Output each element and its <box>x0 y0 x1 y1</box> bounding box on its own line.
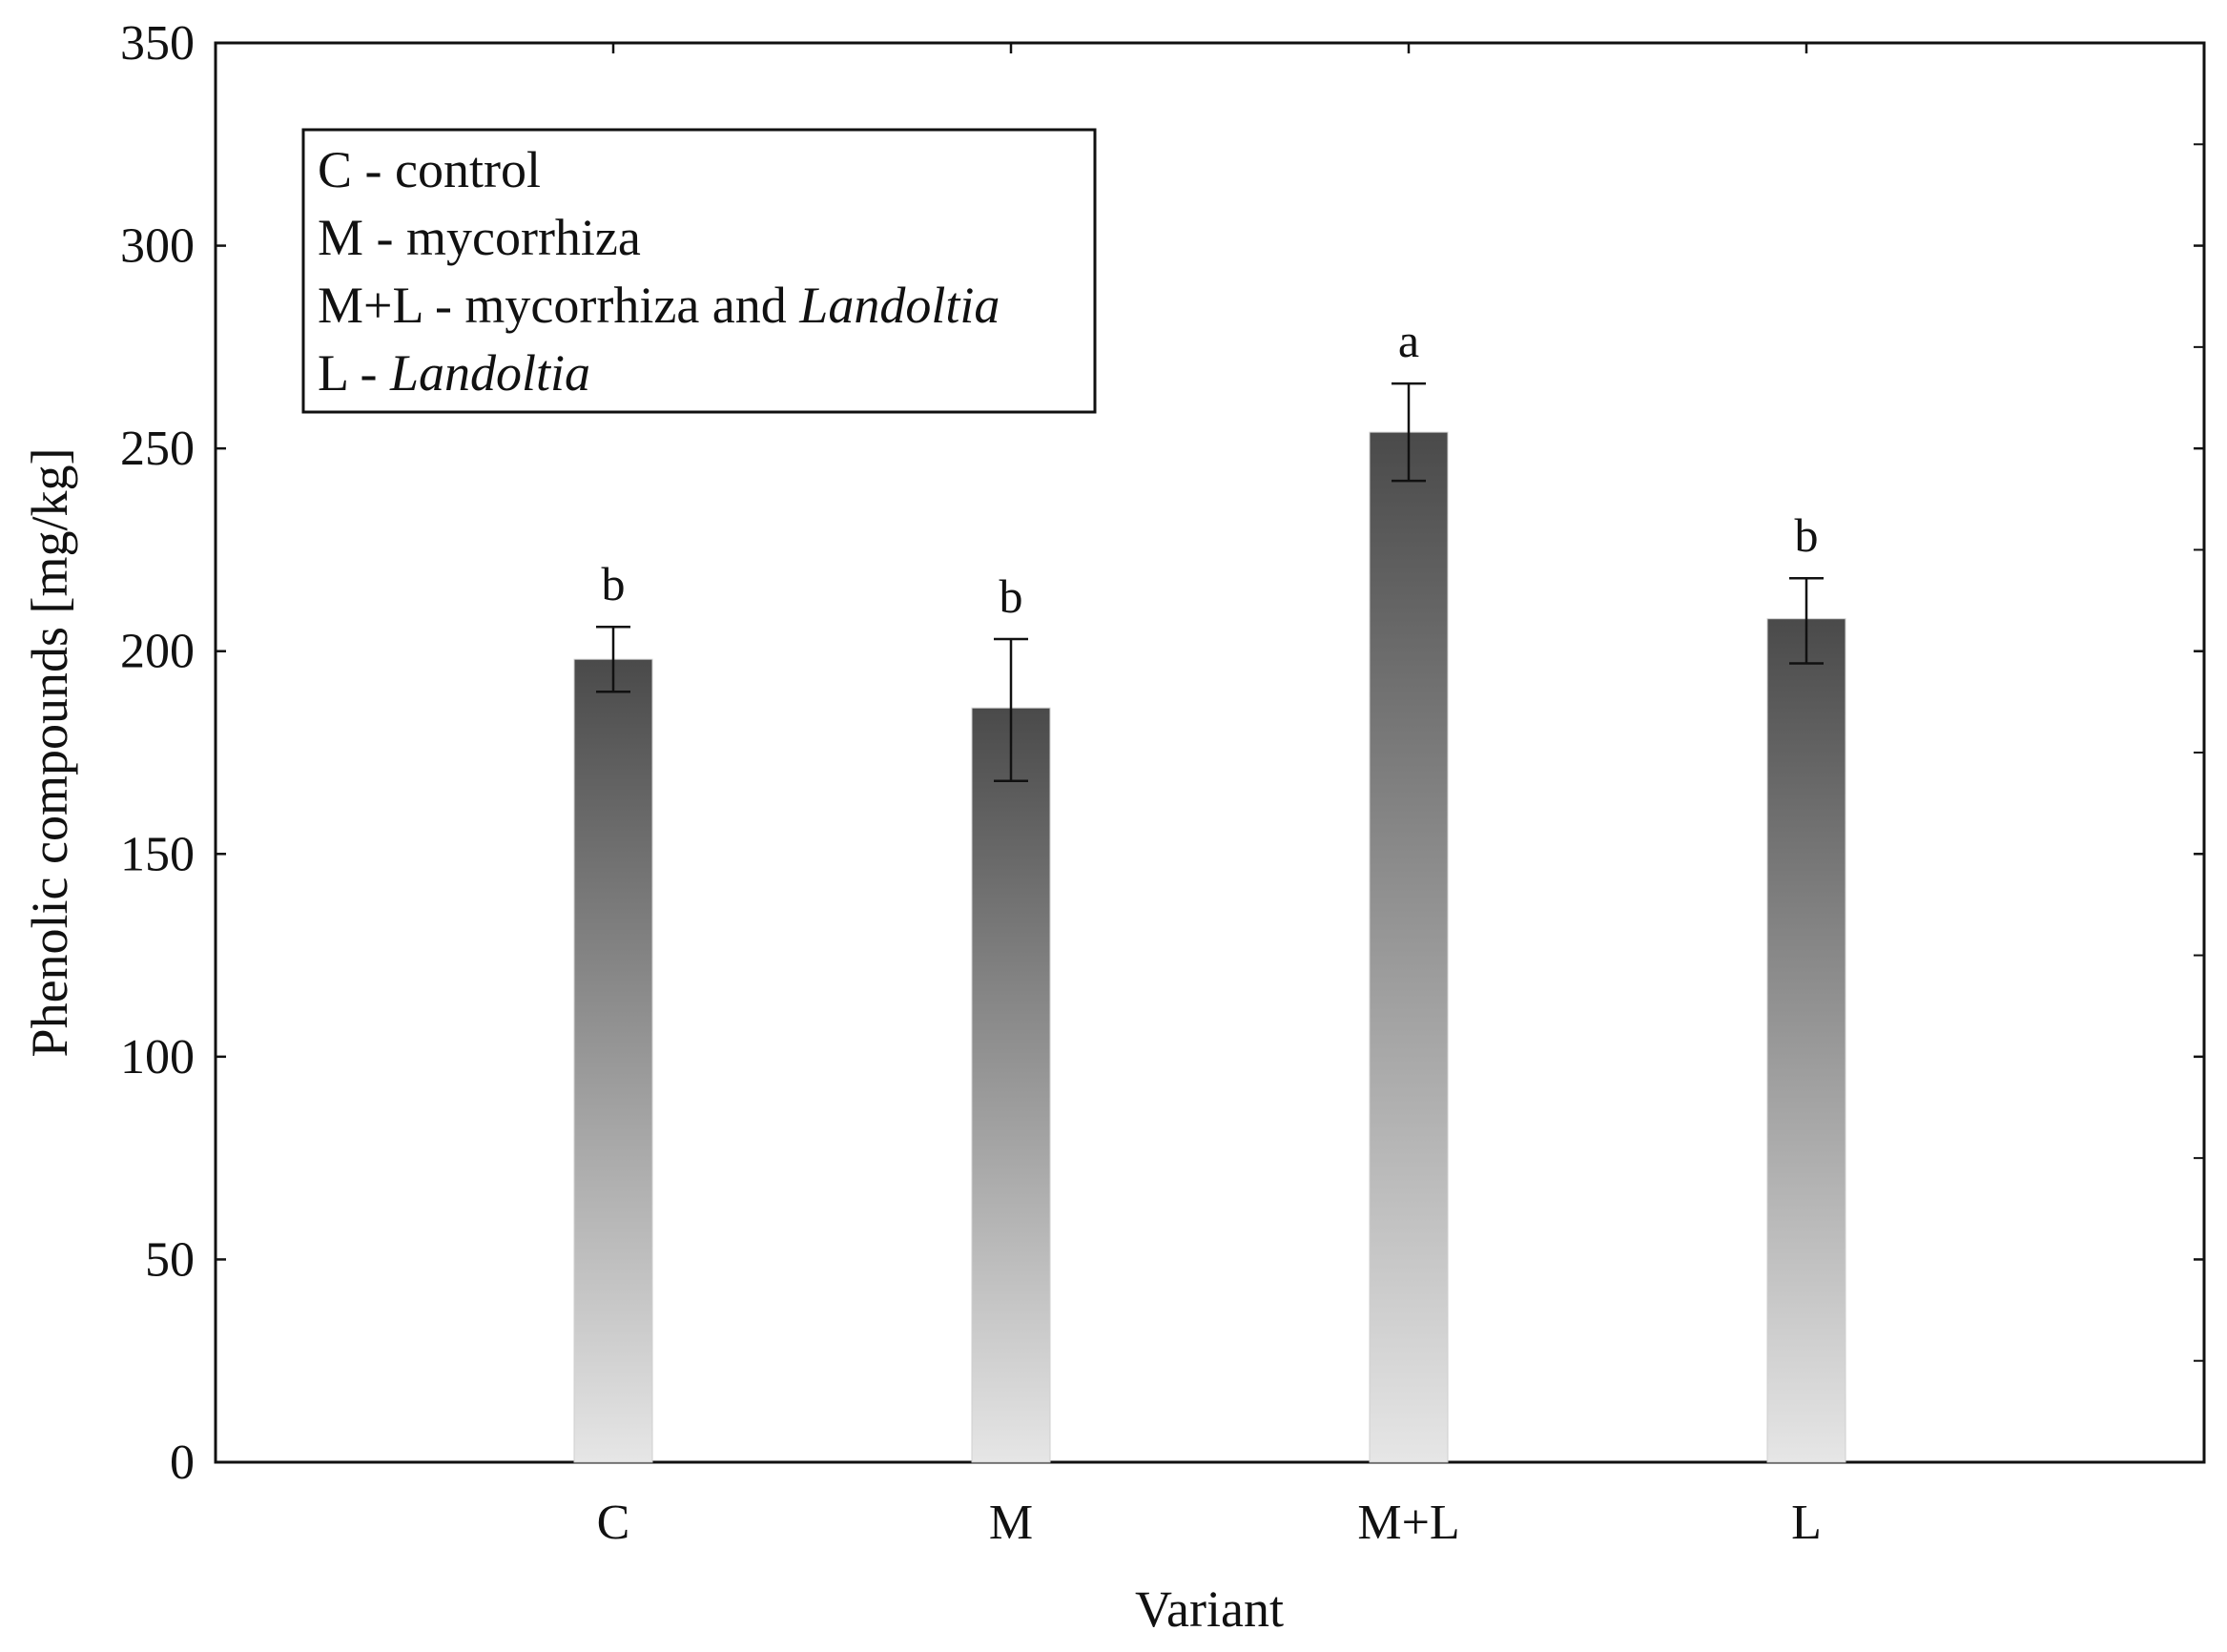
y-tick-label: 150 <box>120 827 195 881</box>
significance-letter-C: b <box>602 557 626 610</box>
x-tick-label: M <box>989 1496 1033 1550</box>
bar-C <box>573 658 653 1463</box>
bar-L <box>1766 618 1846 1463</box>
legend-box <box>301 128 1097 414</box>
legend-entry: C - control <box>318 141 541 198</box>
y-tick-label: 100 <box>120 1030 195 1084</box>
legend-entry: L - Landoltia <box>318 344 590 402</box>
y-tick-label: 200 <box>120 625 195 679</box>
y-tick-label: 250 <box>120 422 195 476</box>
bar-M+L <box>1369 431 1449 1463</box>
y-tick-label: 350 <box>120 16 195 71</box>
significance-letter-M+L: a <box>1398 314 1419 367</box>
legend: C - control M - mycorrhiza M+L - mycorrh… <box>301 128 1097 414</box>
x-tick-label: M+L <box>1357 1496 1459 1550</box>
significance-letter-L: b <box>1795 508 1819 562</box>
significance-letter-M: b <box>1000 569 1023 623</box>
x-axis-title: Variant <box>1135 1580 1284 1638</box>
x-tick-label: C <box>597 1496 630 1550</box>
legend-entry: M - mycorrhiza <box>318 209 641 266</box>
legend-entry: M+L - mycorrhiza and Landoltia <box>318 277 1000 334</box>
y-axis-title: Phenolic compounds [mg/kg] <box>21 448 78 1058</box>
y-tick-label: 300 <box>120 219 195 274</box>
x-tick-label: L <box>1791 1496 1822 1550</box>
y-tick-label: 0 <box>170 1435 195 1490</box>
y-tick-label: 50 <box>145 1232 195 1287</box>
bar-M <box>971 707 1051 1463</box>
